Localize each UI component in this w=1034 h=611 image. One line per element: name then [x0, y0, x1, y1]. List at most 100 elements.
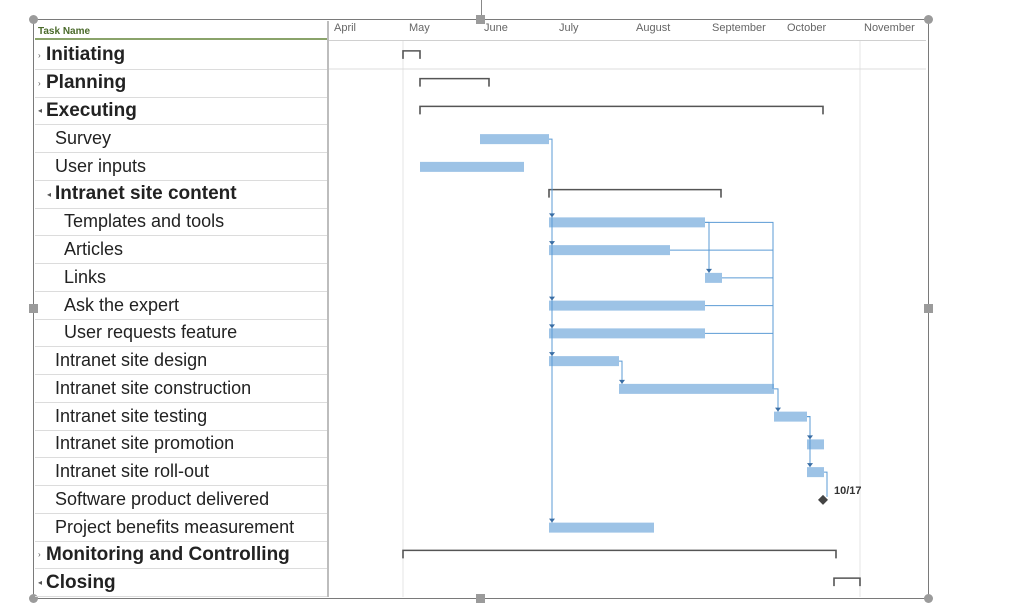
task-name-header: Task Name — [35, 23, 328, 40]
task-row[interactable]: User inputs — [35, 153, 328, 181]
task-name: Intranet site construction — [55, 377, 252, 398]
task-row[interactable]: Articles — [35, 236, 328, 264]
task-row[interactable]: Software product delivered — [35, 486, 328, 514]
link-arrowhead — [549, 213, 555, 218]
task-row[interactable]: Ask the expert — [35, 292, 328, 320]
task-bar — [774, 411, 807, 422]
summary-bracket — [833, 577, 861, 587]
link-arrowhead — [619, 379, 625, 384]
month-label: November — [864, 22, 915, 34]
resize-handle-left[interactable] — [29, 304, 38, 313]
milestone-diamond — [818, 494, 828, 505]
dependency-link — [807, 416, 811, 440]
link-arrowhead — [549, 241, 555, 246]
gantt-frame[interactable] — [33, 19, 929, 599]
month-label: September — [712, 22, 766, 34]
task-bar — [549, 328, 705, 339]
month-label: June — [484, 22, 508, 34]
task-row[interactable]: Project benefits measurement — [35, 514, 328, 542]
expand-collapse-icon[interactable]: ◂ — [38, 578, 43, 588]
task-row[interactable]: Survey — [35, 125, 328, 153]
task-name: Ask the expert — [64, 294, 180, 315]
task-row[interactable]: › Planning — [35, 70, 328, 98]
task-bar — [549, 522, 654, 533]
resize-handle-bottom-left[interactable] — [29, 594, 38, 603]
milestone-label: 10/17 — [834, 485, 862, 497]
link-arrowhead — [549, 296, 555, 301]
timescale-line — [329, 40, 926, 41]
summary-bracket — [402, 50, 421, 59]
task-bar — [619, 383, 774, 394]
resize-handle-bottom[interactable] — [476, 594, 485, 603]
expand-collapse-icon[interactable]: › — [38, 550, 41, 560]
task-row[interactable]: Intranet site promotion — [35, 431, 328, 459]
dependency-link — [705, 221, 710, 273]
task-bar — [549, 245, 670, 256]
summary-bracket — [548, 188, 722, 198]
link-arrowhead — [549, 352, 555, 357]
month-label: August — [636, 22, 671, 34]
link-arrowhead — [775, 407, 781, 412]
resize-handle-top[interactable] — [476, 15, 485, 24]
task-row[interactable]: Intranet site testing — [35, 403, 328, 431]
resize-handle-bottom-right[interactable] — [924, 594, 933, 603]
task-name: Intranet site promotion — [55, 433, 235, 454]
task-name: Planning — [46, 72, 127, 94]
top-tick — [481, 0, 482, 16]
dependency-link — [549, 138, 553, 523]
task-name: Closing — [46, 571, 116, 593]
task-name: Intranet site content — [55, 183, 237, 205]
task-row[interactable]: › Initiating — [35, 42, 328, 70]
expand-collapse-icon[interactable]: ◂ — [47, 189, 52, 199]
summary-bracket — [419, 77, 490, 87]
link-arrowhead — [706, 268, 712, 273]
expand-collapse-icon[interactable]: › — [38, 78, 41, 88]
dependency-link — [619, 360, 623, 384]
resize-handle-top-right[interactable] — [924, 15, 933, 24]
task-bar — [420, 161, 524, 172]
month-label: April — [334, 22, 357, 34]
task-row[interactable]: › Monitoring and Controlling — [35, 542, 328, 570]
task-row[interactable]: User requests feature — [35, 320, 328, 348]
task-bar — [807, 439, 824, 450]
task-row[interactable]: Intranet site design — [35, 347, 328, 375]
month-label: May — [409, 22, 430, 34]
task-bar — [549, 217, 705, 228]
task-row[interactable]: Intranet site roll-out — [35, 458, 328, 486]
task-name: Intranet site design — [55, 350, 208, 371]
task-row[interactable]: ◂ Intranet site content — [35, 181, 328, 209]
task-row[interactable]: Intranet site construction — [35, 375, 328, 403]
task-bar — [807, 467, 824, 478]
task-name: Intranet site roll-out — [55, 461, 210, 482]
task-name: Project benefits measurement — [55, 516, 295, 537]
task-name: Survey — [55, 128, 112, 149]
resize-handle-right[interactable] — [924, 304, 933, 313]
task-row[interactable]: ◂ Closing — [35, 569, 328, 597]
task-bar — [480, 134, 549, 145]
task-name: User inputs — [55, 155, 147, 176]
link-arrowhead — [549, 324, 555, 329]
expand-collapse-icon[interactable]: ◂ — [38, 106, 43, 116]
task-row[interactable]: ◂ Executing — [35, 98, 328, 126]
expand-collapse-icon[interactable]: › — [38, 50, 41, 60]
task-name: User requests feature — [64, 322, 238, 343]
task-bar — [705, 272, 722, 283]
month-label: October — [787, 22, 827, 34]
task-row[interactable]: Links — [35, 264, 328, 292]
link-arrowhead — [549, 518, 555, 523]
task-row[interactable]: Templates and tools — [35, 209, 328, 237]
task-name: Articles — [64, 239, 124, 260]
task-name: Templates and tools — [64, 211, 225, 232]
task-name: Initiating — [46, 44, 126, 66]
task-name: Software product delivered — [55, 488, 270, 509]
task-bar — [549, 356, 619, 367]
summary-bracket — [402, 549, 837, 559]
link-arrowhead — [807, 463, 813, 468]
pane-divider[interactable] — [327, 21, 329, 597]
task-name: Executing — [46, 99, 137, 121]
dependency-link — [824, 471, 828, 497]
resize-handle-top-left[interactable] — [29, 15, 38, 24]
task-name: Intranet site testing — [55, 405, 208, 426]
task-bar — [549, 300, 705, 311]
